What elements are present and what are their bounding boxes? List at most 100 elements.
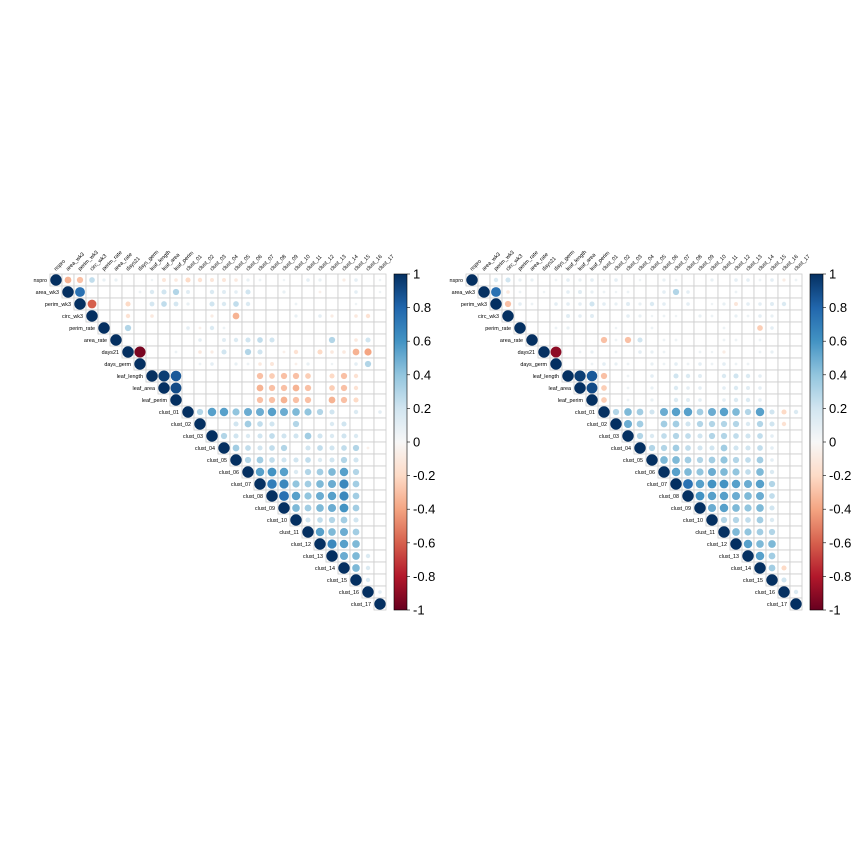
corr-circle-perim_wk3-leaf_length	[566, 302, 570, 306]
corr-circle-clust_02-clust_14	[756, 420, 764, 428]
grid-cell	[157, 321, 171, 335]
corr-circle-leaf_perim-clust_14	[340, 396, 348, 404]
grid-cell	[693, 273, 707, 287]
corr-circle-nspro-leaf_area	[162, 278, 166, 282]
corr-circle-clust_02-clust_15	[769, 421, 775, 427]
corr-circle-circ_wk3-clust_10	[710, 314, 714, 318]
corr-circle-leaf_area-clust_15	[353, 385, 359, 391]
row-label-clust_12: clust_12	[291, 542, 311, 548]
corr-circle-clust_05-clust_14	[340, 456, 348, 464]
corr-circle-days_germ-clust_03	[626, 362, 630, 366]
corr-circle-clust_03-clust_11	[720, 432, 728, 440]
grid-cell	[645, 273, 659, 287]
grid-cell	[217, 393, 231, 407]
corr-circle-clust_12-clust_13	[743, 539, 753, 549]
grid-cell	[633, 369, 647, 383]
corr-circle-area_wk3-days_germ	[138, 290, 142, 294]
corr-circle-clust_04-clust_15	[770, 446, 774, 450]
corr-circle-clust_08-clust_13	[744, 492, 752, 500]
corr-circle-perim_wk3-clust_15	[770, 302, 774, 306]
corr-circle-clust_12-clust_15	[768, 540, 776, 548]
corr-circle-clust_08-clust_15	[352, 492, 360, 500]
row-label-nspro: nspro	[34, 278, 48, 284]
corr-circle-perim_rate-clust_01	[186, 326, 190, 330]
corr-circle-leaf_area-clust_11	[722, 386, 726, 390]
corr-circle-clust_03-clust_04	[636, 432, 644, 440]
grid-cell	[349, 321, 363, 335]
grid-cell	[373, 453, 387, 467]
corr-circle-circ_wk3-clust_09	[698, 314, 702, 318]
corr-circle-clust_09-clust_10	[292, 504, 300, 512]
corr-circle-nspro-nspro	[466, 274, 478, 286]
grid-cell	[525, 285, 539, 299]
row-label-days_germ: days_germ	[520, 362, 547, 368]
corr-circle-nspro-perim_wk3	[493, 277, 499, 283]
corr-circle-clust_09-clust_12	[316, 504, 324, 512]
corr-circle-clust_08-clust_14	[755, 491, 765, 501]
grid-cell	[765, 357, 779, 371]
corr-circle-clust_06-clust_08	[684, 468, 692, 476]
grid-cell	[253, 297, 267, 311]
row-label-area_rate: area_rate	[500, 338, 523, 344]
corr-circle-clust_06-clust_06	[242, 466, 254, 478]
corr-circle-perim_wk3-leaf_area	[578, 302, 582, 306]
corr-circle-circ_wk3-clust_10	[294, 314, 298, 318]
corr-circle-clust_05-clust_06	[660, 456, 668, 464]
corr-circle-clust_06-clust_07	[255, 467, 265, 477]
grid-cell	[573, 357, 587, 371]
legend-color-bar	[393, 273, 408, 611]
corr-circle-clust_06-clust_12	[316, 468, 324, 476]
grid-cell	[241, 309, 255, 323]
corr-circle-clust_01-clust_05	[232, 408, 240, 416]
corr-circle-clust_01-clust_03	[207, 407, 217, 417]
row-label-perim_rate: perim_rate	[69, 326, 95, 332]
corr-circle-days_germ-clust_10	[710, 362, 714, 366]
grid-cell	[633, 357, 647, 371]
corr-circle-clust_01-clust_01	[598, 406, 610, 418]
row-label-clust_08: clust_08	[243, 494, 263, 500]
grid-cell	[301, 345, 315, 359]
corr-circle-perim_rate-clust_15	[770, 326, 774, 330]
corr-circle-perim_wk3-leaf_perim	[589, 301, 595, 307]
grid-cell	[265, 321, 279, 335]
col-label-nspro: nspro	[469, 259, 483, 273]
grid-cell	[633, 393, 647, 407]
corr-circle-leaf_length-leaf_length	[146, 370, 158, 382]
corr-circle-days21-clust_15	[770, 350, 774, 354]
corr-circle-area_wk3-area_wk3	[478, 286, 490, 298]
corr-circle-nspro-leaf_length	[150, 278, 154, 282]
grid-cell	[669, 321, 683, 335]
corr-circle-clust_14-clust_15	[768, 564, 776, 572]
corr-circle-area_rate-clust_13	[328, 336, 336, 344]
corr-circle-clust_08-clust_14	[339, 491, 349, 501]
corr-circle-days_germ-clust_07	[674, 362, 678, 366]
grid-cell	[789, 285, 803, 299]
corr-circle-leaf_length-clust_09	[280, 372, 288, 380]
grid-cell	[525, 321, 539, 335]
corr-circle-clust_11-clust_12	[732, 528, 740, 536]
corr-circle-clust_05-clust_06	[244, 456, 252, 464]
corr-circle-clust_03-clust_14	[341, 433, 347, 439]
corr-circle-clust_08-clust_12	[731, 491, 741, 501]
grid-cell	[789, 561, 803, 575]
grid-cell	[97, 285, 111, 299]
corr-circle-leaf_area-clust_05	[650, 386, 654, 390]
row-label-perim_rate: perim_rate	[485, 326, 511, 332]
corr-circle-clust_04-clust_05	[232, 444, 240, 452]
corr-circle-clust_01-clust_07	[255, 407, 265, 417]
row-label-clust_04: clust_04	[611, 446, 631, 452]
grid-cell	[145, 321, 159, 335]
grid-cell	[361, 285, 375, 299]
corr-circle-leaf_perim-clust_13	[745, 397, 751, 403]
corr-circle-clust_06-clust_13	[745, 469, 751, 475]
grid-cell	[313, 417, 327, 431]
corr-circle-clust_04-clust_04	[634, 442, 646, 454]
corr-circle-clust_10-clust_11	[720, 516, 728, 524]
grid-cell	[753, 357, 767, 371]
row-label-days21: days21	[518, 350, 535, 356]
corr-circle-perim_rate-clust_02	[614, 326, 618, 330]
corr-circle-leaf_length-clust_12	[733, 373, 739, 379]
row-label-clust_04: clust_04	[195, 446, 215, 452]
corr-circle-clust_01-clust_07	[671, 407, 681, 417]
corr-circle-clust_02-clust_06	[244, 420, 252, 428]
